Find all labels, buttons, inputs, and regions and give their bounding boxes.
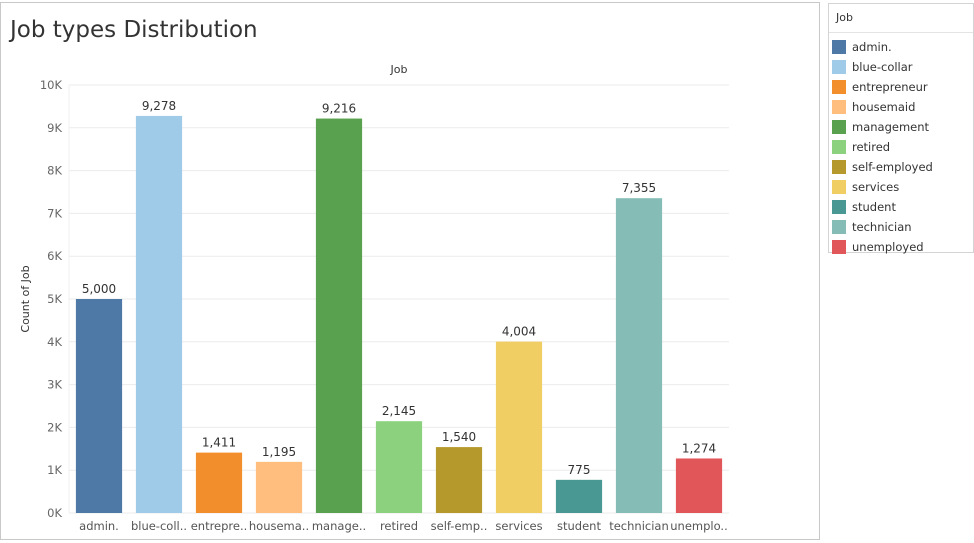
x-tick-label: blue-coll.. [131, 519, 187, 533]
x-tick-label: self-emp.. [431, 519, 488, 533]
legend-label: student [852, 200, 896, 214]
x-tick-label: student [557, 519, 601, 533]
legend-label: retired [852, 140, 891, 154]
legend-item[interactable]: technician [832, 217, 973, 237]
data-label: 1,274 [682, 441, 716, 455]
x-tick-label: manage.. [312, 519, 366, 533]
y-tick-label: 0K [47, 506, 62, 520]
chart-title: Job types Distribution [10, 17, 258, 43]
x-tick-label: admin. [79, 519, 119, 533]
y-tick-label: 1K [47, 463, 62, 477]
legend-item[interactable]: self-employed [832, 157, 973, 177]
legend-swatch [832, 160, 846, 174]
bar-retired [375, 421, 423, 513]
legend-swatch [832, 220, 846, 234]
legend-item[interactable]: management [832, 117, 973, 137]
bar-student [555, 479, 603, 513]
bar-housemaid [255, 461, 303, 513]
data-label: 9,216 [322, 102, 356, 116]
data-label: 1,195 [262, 445, 296, 459]
legend-swatch [832, 120, 846, 134]
data-label: 7,355 [622, 181, 656, 195]
legend-label: services [852, 180, 900, 194]
y-tick-label: 2K [47, 420, 62, 434]
legend-label: unemployed [852, 240, 924, 254]
y-tick-label: 10K [40, 78, 63, 92]
data-label: 1,540 [442, 430, 476, 444]
x-tick-label: unemplo.. [670, 519, 728, 533]
x-tick-label: technician [609, 519, 669, 533]
legend-label: self-employed [852, 160, 933, 174]
bar-entrepreneur [195, 452, 243, 513]
data-label: 9,278 [142, 99, 176, 113]
legend-label: technician [852, 220, 912, 234]
bar-management [315, 118, 363, 513]
legend-item[interactable]: blue-collar [832, 57, 973, 77]
y-tick-label: 5K [47, 292, 62, 306]
legend-swatch [832, 100, 846, 114]
column-header-label: Job [390, 63, 408, 76]
y-tick-label: 3K [47, 378, 62, 392]
data-label: 4,004 [502, 325, 536, 339]
legend-swatch [832, 180, 846, 194]
legend-title: Job [829, 4, 973, 33]
legend-swatch [832, 200, 846, 214]
legend-label: housemaid [852, 100, 916, 114]
chart-panel: Job types Distribution 0K 1K 2K 3K 4K 5K 6K 7K 8… [0, 2, 820, 540]
legend-item[interactable]: entrepreneur [832, 77, 973, 97]
bar-blue-collar [135, 115, 183, 513]
legend-swatch [832, 80, 846, 94]
y-axis-title: Count of Job [19, 265, 32, 332]
x-tick-label: entrepre.. [191, 519, 248, 533]
bar-self-employed [435, 447, 483, 513]
x-tick-label: retired [380, 519, 418, 533]
x-tick-label: services [495, 519, 542, 533]
y-tick-label: 6K [47, 249, 62, 263]
legend-swatch [832, 240, 846, 254]
data-label: 1,411 [202, 436, 236, 450]
legend-label: entrepreneur [852, 80, 928, 94]
legend-swatch [832, 40, 846, 54]
legend-item[interactable]: unemployed [832, 237, 973, 257]
x-tick-label: housema.. [249, 519, 309, 533]
y-tick-label: 8K [47, 164, 62, 178]
bar-unemployed [675, 458, 723, 513]
legend-swatch [832, 60, 846, 74]
bar-technician [615, 198, 663, 513]
legend-swatch [832, 140, 846, 154]
legend-list: admin. blue-collar entrepreneur housemai… [829, 33, 973, 257]
legend-item[interactable]: services [832, 177, 973, 197]
legend-label: admin. [852, 40, 892, 54]
legend-item[interactable]: retired [832, 137, 973, 157]
legend-label: management [852, 120, 930, 134]
data-label: 775 [568, 463, 591, 477]
bar-services [495, 341, 543, 513]
legend-item[interactable]: admin. [832, 37, 973, 57]
legend-label: blue-collar [852, 60, 913, 74]
y-tick-label: 4K [47, 335, 62, 349]
y-tick-label: 7K [47, 206, 62, 220]
bar-admin- [75, 299, 123, 513]
data-label: 5,000 [82, 282, 116, 296]
legend-panel: Job admin. blue-collar entrepreneur hous… [828, 3, 974, 254]
legend-item[interactable]: housemaid [832, 97, 973, 117]
bar-chart: 0K 1K 2K 3K 4K 5K 6K 7K 8K 9K 10K Count of Job Job 5,… [19, 63, 729, 533]
y-tick-label: 9K [47, 121, 62, 135]
data-label: 2,145 [382, 404, 416, 418]
legend-item[interactable]: student [832, 197, 973, 217]
